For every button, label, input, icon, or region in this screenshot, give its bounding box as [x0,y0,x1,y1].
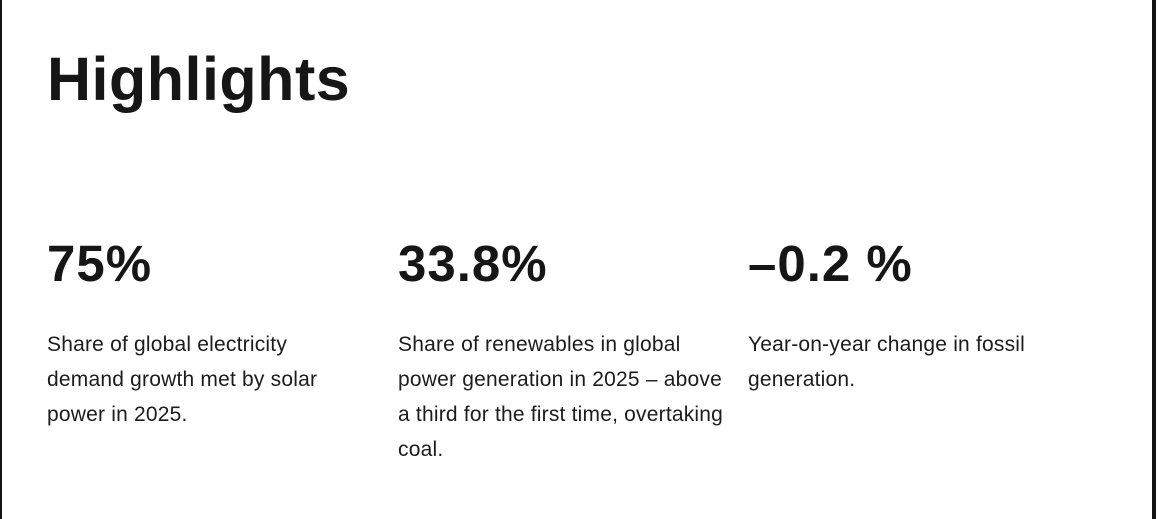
stat-description: Share of global electricity demand growt… [47,333,318,427]
stat-column-renewables: 33.8% Share of renewables in global powe… [398,233,748,467]
left-page-edge-line [0,0,2,519]
highlight-stats-row: 75% Share of global electricity demand g… [47,233,1108,467]
stat-description: Year-on-year change in fossil generation… [748,333,1026,392]
stat-column-solar: 75% Share of global electricity demand g… [47,233,398,432]
page-title: Highlights [47,45,351,113]
stat-value: 75% [47,235,153,292]
stat-value: –0.2 % [748,235,913,292]
stat-column-fossil: –0.2 % Year-on-year change in fossil gen… [748,233,1108,397]
stat-description: Share of renewables in global power gene… [398,333,724,462]
right-page-edge-line [1152,0,1156,519]
stat-value: 33.8% [398,235,548,292]
